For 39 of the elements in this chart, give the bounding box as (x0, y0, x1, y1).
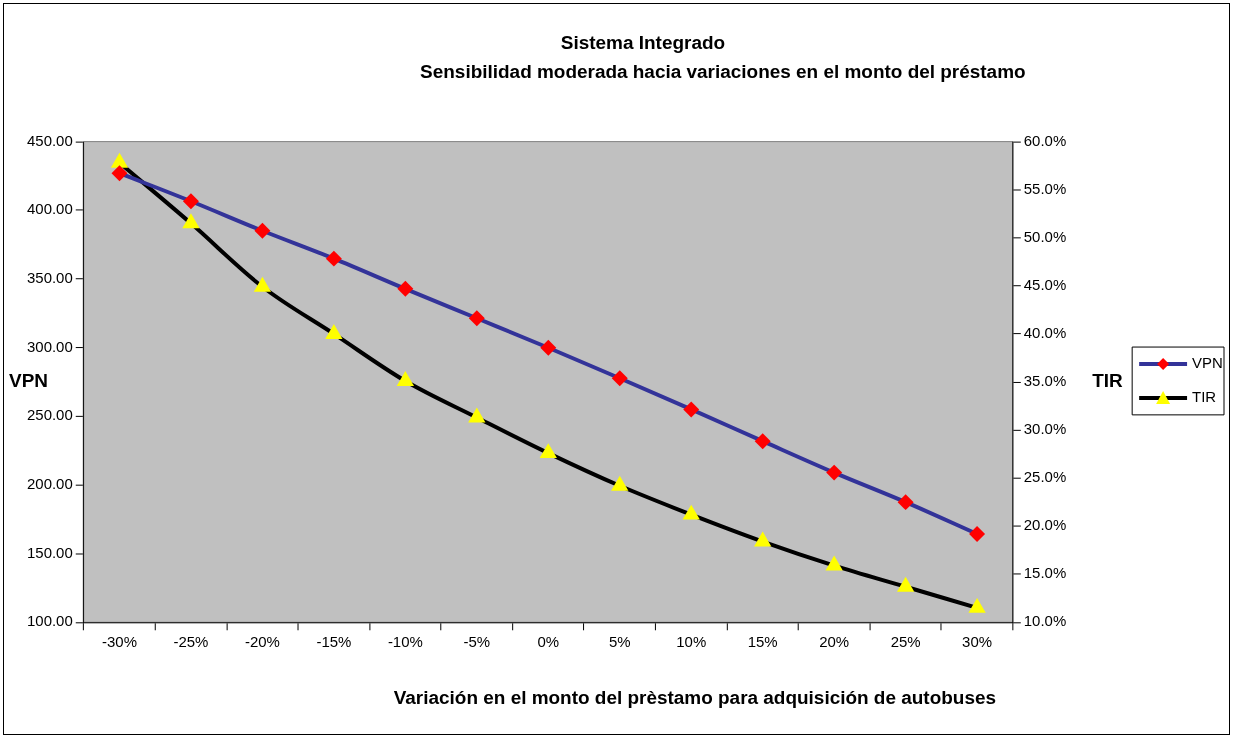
y-tick-label: 300.00 (26, 337, 73, 355)
y-tick-label: 350.00 (26, 269, 73, 287)
x-tick-label: -10% (387, 633, 423, 651)
y2-tick-label: 15.0% (1023, 564, 1067, 582)
x-tick-label: 30% (962, 633, 993, 651)
y-tick-label: 100.00 (26, 612, 73, 630)
x-tick-label: -15% (316, 633, 352, 651)
y2-tick-label: 20.0% (1023, 516, 1067, 534)
y-tick-label: 150.00 (26, 543, 73, 561)
x-tick-label: 10% (676, 633, 707, 651)
x-axis-title: Variación en el monto del prèstamo para adquisición de autobuses (393, 687, 997, 709)
x-tick-label: 20% (819, 633, 850, 651)
y2-tick-label: 50.0% (1023, 227, 1067, 245)
y-tick-label: 250.00 (26, 406, 73, 424)
y-axis-title: VPN (8, 370, 48, 392)
chart-title: Sistema Integrado (560, 32, 726, 54)
x-tick-label: 5% (608, 633, 631, 651)
y2-tick-label: 45.0% (1023, 275, 1067, 293)
y2-tick-label: 25.0% (1023, 468, 1067, 486)
y2-tick-label: 10.0% (1023, 612, 1067, 630)
y2-tick-label: 40.0% (1023, 324, 1067, 342)
x-tick-label: -5% (463, 633, 491, 651)
y2-axis-title: TIR (1092, 370, 1124, 392)
y-tick-label: 400.00 (26, 200, 73, 218)
y-tick-label: 450.00 (26, 131, 73, 149)
y-tick-label: 200.00 (26, 475, 73, 493)
x-tick-label: -30% (102, 633, 137, 651)
y2-tick-label: 30.0% (1023, 420, 1067, 438)
x-tick-label: 0% (537, 633, 560, 651)
x-tick-label: 15% (747, 633, 778, 651)
y2-tick-label: 35.0% (1023, 372, 1067, 390)
x-tick-label: -25% (173, 633, 209, 651)
y2-tick-label: 55.0% (1023, 179, 1067, 197)
legend-label: VPN (1192, 354, 1223, 372)
chart-subtitle: Sensibilidad moderada hacia variaciones en el monto del préstamo (420, 61, 1026, 83)
y2-tick-label: 60.0% (1023, 131, 1067, 149)
x-tick-label: 25% (890, 633, 921, 651)
legend-label: TIR (1192, 388, 1217, 406)
x-tick-label: -20% (244, 633, 280, 651)
